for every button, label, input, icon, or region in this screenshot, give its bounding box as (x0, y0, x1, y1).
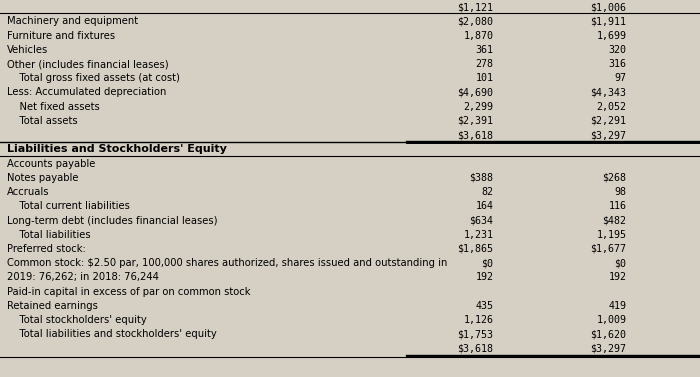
Text: $268: $268 (603, 173, 627, 183)
Text: Accounts payable: Accounts payable (7, 159, 95, 169)
Text: Common stock: $2.50 par, 100,000 shares authorized, shares issued and outstandin: Common stock: $2.50 par, 100,000 shares … (7, 258, 447, 268)
Text: 435: 435 (475, 301, 493, 311)
Text: 2019: 76,262; in 2018: 76,244: 2019: 76,262; in 2018: 76,244 (7, 273, 159, 282)
Text: 278: 278 (475, 59, 493, 69)
Text: $2,080: $2,080 (458, 16, 493, 26)
Text: Other (includes financial leases): Other (includes financial leases) (7, 59, 169, 69)
Text: Total stockholders' equity: Total stockholders' equity (7, 315, 147, 325)
Text: 192: 192 (475, 273, 493, 282)
Text: Total assets: Total assets (7, 116, 78, 126)
Text: $3,297: $3,297 (591, 343, 626, 354)
Text: Total gross fixed assets (at cost): Total gross fixed assets (at cost) (7, 73, 180, 83)
Text: $1,865: $1,865 (458, 244, 493, 254)
Text: 1,126: 1,126 (463, 315, 494, 325)
Text: $388: $388 (470, 173, 494, 183)
Text: $634: $634 (470, 216, 494, 225)
Text: 82: 82 (482, 187, 494, 197)
Text: 419: 419 (608, 301, 626, 311)
Text: 1,231: 1,231 (463, 230, 494, 240)
Text: $482: $482 (603, 216, 627, 225)
Text: $0: $0 (482, 258, 494, 268)
Text: $1,121: $1,121 (458, 2, 493, 12)
Text: Retained earnings: Retained earnings (7, 301, 98, 311)
Text: 97: 97 (615, 73, 626, 83)
Text: $4,343: $4,343 (591, 87, 626, 98)
Text: 1,870: 1,870 (463, 31, 494, 41)
Text: Preferred stock:: Preferred stock: (7, 244, 85, 254)
Text: 2,299: 2,299 (463, 102, 494, 112)
Text: 361: 361 (475, 45, 493, 55)
Text: 1,009: 1,009 (596, 315, 626, 325)
Text: Accruals: Accruals (7, 187, 50, 197)
Text: 192: 192 (608, 273, 626, 282)
Text: 101: 101 (475, 73, 493, 83)
Text: 1,699: 1,699 (596, 31, 626, 41)
Text: $1,753: $1,753 (458, 329, 493, 339)
Text: 98: 98 (615, 187, 626, 197)
Text: 1,195: 1,195 (596, 230, 626, 240)
Text: Notes payable: Notes payable (7, 173, 78, 183)
Text: $1,677: $1,677 (591, 244, 626, 254)
Text: Long-term debt (includes financial leases): Long-term debt (includes financial lease… (7, 216, 218, 225)
Text: Total liabilities: Total liabilities (7, 230, 90, 240)
Text: Less: Accumulated depreciation: Less: Accumulated depreciation (7, 87, 167, 98)
Text: 164: 164 (475, 201, 493, 211)
Text: 320: 320 (608, 45, 626, 55)
Text: Furniture and fixtures: Furniture and fixtures (7, 31, 115, 41)
Text: $2,391: $2,391 (458, 116, 493, 126)
Text: $3,618: $3,618 (458, 343, 493, 354)
Text: 2,052: 2,052 (596, 102, 626, 112)
Text: Vehicles: Vehicles (7, 45, 48, 55)
Text: $4,690: $4,690 (458, 87, 493, 98)
Text: 116: 116 (608, 201, 626, 211)
Text: Liabilities and Stockholders' Equity: Liabilities and Stockholders' Equity (7, 144, 227, 154)
Text: $1,911: $1,911 (591, 16, 626, 26)
Text: $2,291: $2,291 (591, 116, 626, 126)
Text: $3,297: $3,297 (591, 130, 626, 140)
Text: Machinery and equipment: Machinery and equipment (7, 16, 138, 26)
Text: $3,618: $3,618 (458, 130, 493, 140)
Text: $1,620: $1,620 (591, 329, 626, 339)
Text: $1,006: $1,006 (591, 2, 626, 12)
Text: Total liabilities and stockholders' equity: Total liabilities and stockholders' equi… (7, 329, 217, 339)
Text: Total current liabilities: Total current liabilities (7, 201, 130, 211)
Text: $0: $0 (615, 258, 626, 268)
Text: Paid-in capital in excess of par on common stock: Paid-in capital in excess of par on comm… (7, 287, 251, 297)
Text: Net fixed assets: Net fixed assets (7, 102, 99, 112)
Text: 316: 316 (608, 59, 626, 69)
